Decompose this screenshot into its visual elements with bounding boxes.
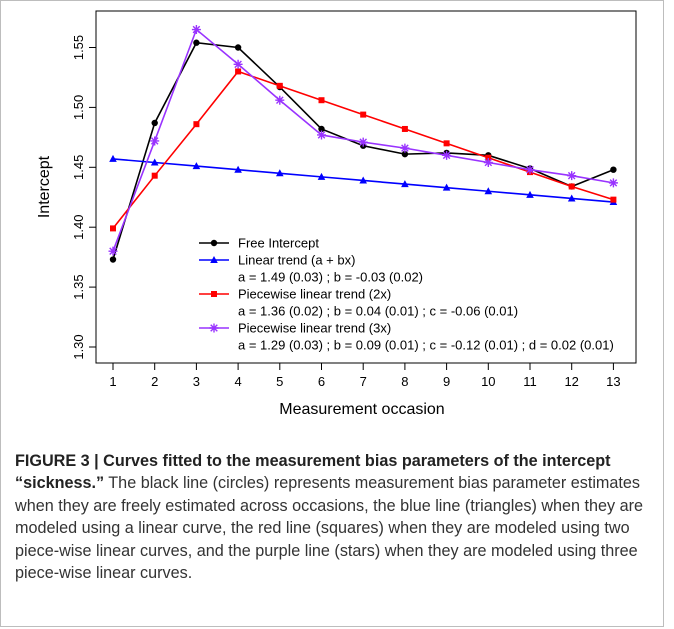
legend-marker bbox=[210, 239, 218, 247]
data-point bbox=[526, 190, 534, 198]
data-point bbox=[567, 194, 576, 202]
data-point bbox=[192, 162, 201, 170]
x-tick-label: 8 bbox=[401, 374, 408, 389]
data-point bbox=[233, 59, 243, 69]
x-tick-label: 5 bbox=[276, 374, 283, 389]
y-tick-label: 1.55 bbox=[71, 35, 86, 60]
data-point bbox=[401, 180, 409, 188]
data-point bbox=[150, 158, 159, 166]
series-2 bbox=[109, 154, 618, 206]
y-tick-label: 1.40 bbox=[71, 215, 86, 240]
data-point bbox=[193, 39, 200, 46]
series-line bbox=[112, 41, 614, 260]
series-1 bbox=[109, 39, 617, 263]
data-point bbox=[400, 143, 410, 153]
x-axis-title: Measurement occasion bbox=[279, 401, 444, 418]
x-tick-label: 6 bbox=[318, 374, 325, 389]
legend-detail: a = 1.36 (0.02) ; b = 0.04 (0.01) ; c = … bbox=[238, 304, 518, 319]
data-point bbox=[484, 187, 493, 195]
x-tick-label: 11 bbox=[523, 374, 537, 389]
legend-marker bbox=[210, 256, 218, 263]
x-tick-label: 9 bbox=[443, 374, 450, 389]
plot-frame bbox=[95, 10, 637, 364]
y-axis-title: Intercept bbox=[36, 155, 53, 218]
series-line bbox=[112, 70, 614, 229]
data-point bbox=[525, 165, 535, 175]
data-point bbox=[401, 125, 408, 132]
data-point bbox=[442, 150, 452, 160]
data-point bbox=[360, 111, 367, 118]
legend-label: Free Intercept bbox=[238, 236, 319, 251]
legend-label: Linear trend (a + bx) bbox=[238, 253, 355, 268]
data-point bbox=[318, 97, 325, 104]
data-point bbox=[317, 172, 326, 180]
y-tick-label: 1.35 bbox=[71, 274, 86, 299]
data-point bbox=[191, 25, 201, 35]
x-tick-label: 2 bbox=[151, 374, 158, 389]
chart-legend: Free Intercept Linear trend (a + bx) a = 1… bbox=[199, 236, 614, 353]
x-tick-label: 7 bbox=[360, 374, 367, 389]
chart-series bbox=[108, 25, 618, 263]
x-tick-label: 1 bbox=[109, 374, 116, 389]
data-point bbox=[359, 176, 367, 184]
data-point bbox=[151, 172, 158, 179]
data-point bbox=[485, 154, 492, 161]
legend-detail: a = 1.49 (0.03) ; b = -0.03 (0.02) bbox=[238, 270, 423, 285]
x-tick-label: 13 bbox=[606, 374, 620, 389]
x-tick-label: 12 bbox=[564, 374, 578, 389]
data-point bbox=[151, 119, 158, 127]
legend-detail: a = 1.29 (0.03) ; b = 0.09 (0.01) ; c = … bbox=[238, 338, 614, 353]
data-point bbox=[108, 246, 118, 256]
series-3 bbox=[110, 68, 617, 232]
y-tick-label: 1.45 bbox=[71, 155, 86, 180]
chart-axes: 1 2 3 4 5 6 7 8 9 10 11 12 131.301.351.401.451.501.5… bbox=[36, 10, 637, 418]
caption-text: The black line (circles) represents meas… bbox=[15, 474, 644, 583]
data-point bbox=[318, 125, 325, 133]
data-point bbox=[150, 136, 160, 146]
data-point bbox=[110, 225, 116, 232]
legend-label: Piecewise linear trend (3x) bbox=[238, 321, 391, 336]
y-tick-label: 1.50 bbox=[71, 95, 86, 120]
data-point bbox=[193, 121, 200, 128]
x-tick-label: 4 bbox=[234, 374, 241, 389]
data-point bbox=[401, 150, 409, 158]
legend-label: Piecewise linear trend (2x) bbox=[238, 287, 391, 302]
data-point bbox=[610, 166, 617, 173]
legend-marker bbox=[209, 323, 219, 333]
data-point bbox=[234, 165, 242, 173]
data-point bbox=[610, 196, 617, 203]
data-point bbox=[276, 169, 284, 177]
data-point bbox=[275, 95, 285, 105]
data-point bbox=[234, 44, 242, 51]
data-point bbox=[442, 183, 451, 191]
data-point bbox=[568, 183, 575, 190]
line-chart: 1 2 3 4 5 6 7 8 9 10 11 12 131.301.351.401.451.501.5… bbox=[36, 10, 637, 418]
x-tick-label: 10 bbox=[481, 374, 495, 389]
data-point bbox=[567, 171, 577, 181]
data-point bbox=[109, 154, 117, 162]
legend-marker bbox=[211, 291, 217, 297]
data-point bbox=[235, 68, 242, 75]
data-point bbox=[608, 178, 618, 188]
data-point bbox=[483, 158, 493, 168]
caption-label: FIGURE 3 | Curves fitted to the measurem… bbox=[15, 452, 611, 493]
series-4 bbox=[108, 25, 618, 256]
x-tick-label: 3 bbox=[193, 374, 200, 389]
data-point bbox=[276, 82, 283, 89]
data-point bbox=[317, 130, 326, 140]
figure-caption: FIGURE 3 | Curves fitted to the measurem… bbox=[15, 450, 655, 584]
y-tick-label: 1.30 bbox=[71, 334, 86, 359]
data-point bbox=[443, 140, 450, 147]
data-point bbox=[358, 137, 368, 147]
data-point bbox=[109, 256, 117, 263]
